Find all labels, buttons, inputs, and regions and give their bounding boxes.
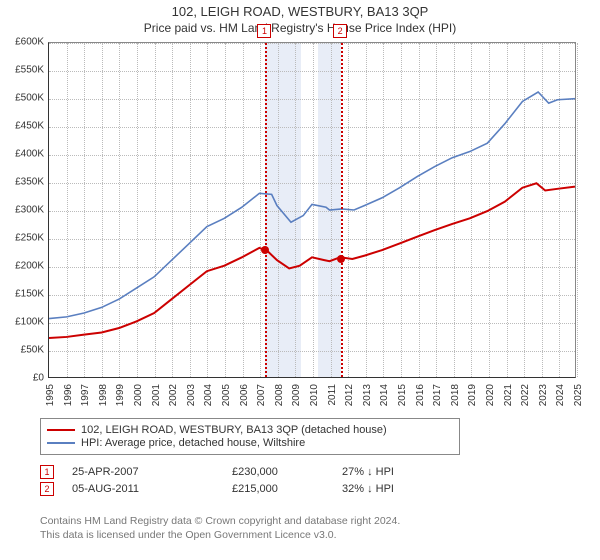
transaction-dot (261, 246, 269, 254)
x-tick-label: 2019 (467, 384, 478, 406)
x-tick-label: 2025 (573, 384, 584, 406)
y-tick-label: £200K (15, 261, 44, 272)
y-tick-label: £0 (33, 373, 44, 384)
title-block: 102, LEIGH ROAD, WESTBURY, BA13 3QP Pric… (0, 0, 600, 37)
y-tick-label: £50K (21, 345, 44, 356)
event-rule (341, 43, 343, 377)
plot-svg (49, 43, 575, 377)
y-tick-label: £500K (15, 93, 44, 104)
x-tick-label: 2024 (555, 384, 566, 406)
x-tick-label: 2018 (450, 384, 461, 406)
x-tick-label: 2022 (520, 384, 531, 406)
y-tick-label: £550K (15, 65, 44, 76)
transaction-date: 25-APR-2007 (72, 466, 232, 478)
x-tick-label: 2001 (151, 384, 162, 406)
attribution-line: Contains HM Land Registry data © Crown c… (40, 514, 560, 528)
y-tick-label: £150K (15, 289, 44, 300)
legend-swatch (47, 442, 75, 444)
y-tick-label: £100K (15, 317, 44, 328)
x-tick-label: 2006 (239, 384, 250, 406)
x-tick-label: 2005 (221, 384, 232, 406)
y-tick-label: £250K (15, 233, 44, 244)
plot-area (48, 42, 576, 378)
series-line (49, 183, 575, 338)
x-tick-label: 2002 (168, 384, 179, 406)
x-tick-label: 2023 (538, 384, 549, 406)
chart-subtitle: Price paid vs. HM Land Registry's House … (0, 21, 600, 35)
x-tick-label: 2004 (203, 384, 214, 406)
transaction-row: 2 05-AUG-2011 £215,000 32% ↓ HPI (40, 482, 560, 496)
transaction-date: 05-AUG-2011 (72, 483, 232, 495)
attribution-line: This data is licensed under the Open Gov… (40, 528, 560, 542)
x-tick-label: 1996 (63, 384, 74, 406)
attribution: Contains HM Land Registry data © Crown c… (40, 514, 560, 542)
y-tick-label: £450K (15, 121, 44, 132)
chart-container: 102, LEIGH ROAD, WESTBURY, BA13 3QP Pric… (0, 0, 600, 560)
transaction-price: £215,000 (232, 483, 342, 495)
event-rule (265, 43, 267, 377)
x-tick-label: 2008 (274, 384, 285, 406)
gridline-v (577, 43, 578, 377)
transaction-dot (337, 255, 345, 263)
x-tick-label: 1999 (115, 384, 126, 406)
event-marker: 1 (257, 24, 271, 38)
x-tick-label: 2014 (379, 384, 390, 406)
y-tick-label: £600K (15, 37, 44, 48)
x-tick-label: 2013 (362, 384, 373, 406)
transaction-marker: 1 (40, 465, 54, 479)
event-marker: 2 (333, 24, 347, 38)
legend-row: 102, LEIGH ROAD, WESTBURY, BA13 3QP (det… (47, 424, 453, 436)
transaction-row: 1 25-APR-2007 £230,000 27% ↓ HPI (40, 465, 560, 479)
x-tick-label: 1998 (98, 384, 109, 406)
legend-label: HPI: Average price, detached house, Wilt… (81, 437, 305, 449)
x-tick-label: 2016 (415, 384, 426, 406)
transaction-marker: 2 (40, 482, 54, 496)
y-tick-label: £300K (15, 205, 44, 216)
x-tick-label: 2000 (133, 384, 144, 406)
x-tick-label: 2017 (432, 384, 443, 406)
x-tick-label: 2003 (186, 384, 197, 406)
legend-row: HPI: Average price, detached house, Wilt… (47, 437, 453, 449)
x-tick-label: 2021 (503, 384, 514, 406)
x-tick-label: 2020 (485, 384, 496, 406)
legend-swatch (47, 429, 75, 431)
transactions-table: 1 25-APR-2007 £230,000 27% ↓ HPI 2 05-AU… (40, 462, 560, 499)
x-tick-label: 2007 (256, 384, 267, 406)
chart-title: 102, LEIGH ROAD, WESTBURY, BA13 3QP (0, 4, 600, 19)
y-tick-label: £400K (15, 149, 44, 160)
transaction-delta: 27% ↓ HPI (342, 466, 452, 478)
legend-label: 102, LEIGH ROAD, WESTBURY, BA13 3QP (det… (81, 424, 387, 436)
x-tick-label: 2012 (344, 384, 355, 406)
legend-box: 102, LEIGH ROAD, WESTBURY, BA13 3QP (det… (40, 418, 460, 455)
y-tick-label: £350K (15, 177, 44, 188)
x-tick-label: 1995 (45, 384, 56, 406)
x-tick-label: 2015 (397, 384, 408, 406)
transaction-price: £230,000 (232, 466, 342, 478)
transaction-delta: 32% ↓ HPI (342, 483, 452, 495)
x-tick-label: 2011 (327, 384, 338, 406)
x-tick-label: 2010 (309, 384, 320, 406)
x-tick-label: 1997 (80, 384, 91, 406)
x-tick-label: 2009 (291, 384, 302, 406)
